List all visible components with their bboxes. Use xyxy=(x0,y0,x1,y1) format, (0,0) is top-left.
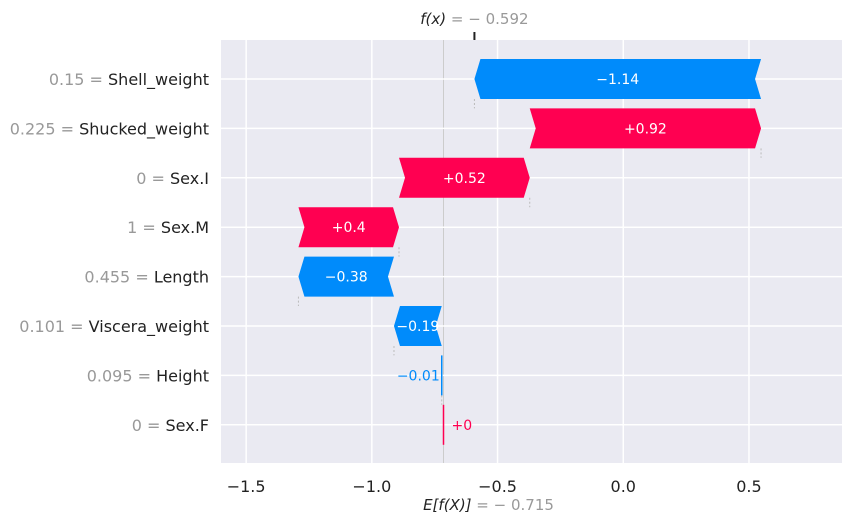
connector-layer xyxy=(297,99,762,405)
shap-value-label: −0.38 xyxy=(325,270,368,286)
shap-value-label: −0.01 xyxy=(397,368,440,384)
feature-value: 0 = xyxy=(132,416,166,435)
label-layer: −1.14 +0.92 +0.52 +0.4 −0.38 −0.19 −0.01 +0 xyxy=(325,72,667,434)
feature-value: 0.225 = xyxy=(10,119,79,138)
feature-name: Shell_weight xyxy=(108,70,209,90)
feature-name: Viscera_weight xyxy=(89,317,209,337)
feature-name: Shucked_weight xyxy=(79,119,209,139)
feature-value: 0.101 = xyxy=(19,317,88,336)
efx-annotation: E[f(X)] = − 0.715 xyxy=(423,496,554,514)
x-tick-label: 0.5 xyxy=(736,477,761,496)
x-tick-labels: −1.5 −1.0 −0.5 0.0 0.5 xyxy=(227,477,762,496)
feature-name: Height xyxy=(156,366,209,385)
shap-bar xyxy=(474,59,762,99)
feature-name: Sex.I xyxy=(170,169,209,188)
feature-name: Sex.F xyxy=(166,416,209,435)
y-tick-label: 0 = Sex.F xyxy=(132,416,209,435)
feature-value: 0.095 = xyxy=(87,366,156,385)
shap-value-label: +0.4 xyxy=(332,220,366,236)
y-tick-label: 0.15 = Shell_weight xyxy=(49,70,209,90)
efx-value-text: = − 0.715 xyxy=(472,496,554,514)
feature-value: 0 = xyxy=(136,169,170,188)
y-tick-label: 0.095 = Height xyxy=(87,366,209,385)
y-tick-label: 0.225 = Shucked_weight xyxy=(10,119,209,139)
x-tick-label: 0.0 xyxy=(611,477,636,496)
fx-label: f(x) xyxy=(420,10,446,28)
shap-value-label: +0 xyxy=(452,418,473,434)
bar-layer xyxy=(298,59,762,445)
fx-annotation: f(x) = − 0.592 xyxy=(420,10,528,28)
shap-bar xyxy=(298,256,394,297)
x-tick-label: −1.0 xyxy=(352,477,391,496)
shap-bar xyxy=(529,108,762,149)
y-tick-label: 0 = Sex.I xyxy=(136,169,209,188)
shap-bar xyxy=(298,207,400,248)
feature-value: 0.15 = xyxy=(49,70,108,89)
y-tick-labels: 0.15 = Shell_weight 0.225 = Shucked_weigh… xyxy=(10,70,209,435)
shap-bar xyxy=(399,157,530,198)
feature-name: Length xyxy=(154,268,209,287)
fx-value-text: = − 0.592 xyxy=(446,10,528,28)
shap-value-label: +0.52 xyxy=(443,171,486,187)
shap-value-label: −1.14 xyxy=(596,72,639,88)
shap-bar xyxy=(393,306,442,346)
y-tick-label: 0.455 = Length xyxy=(84,268,209,287)
feature-value: 1 = xyxy=(127,218,161,237)
x-tick-label: −1.5 xyxy=(227,477,266,496)
y-tick-label: 1 = Sex.M xyxy=(127,218,209,237)
feature-value: 0.455 = xyxy=(84,268,153,287)
x-tick-label: −0.5 xyxy=(478,477,517,496)
efx-label: E[f(X)] xyxy=(423,496,472,514)
grid-layer xyxy=(221,40,842,463)
shap-value-label: +0.92 xyxy=(624,121,667,137)
feature-name: Sex.M xyxy=(161,218,209,237)
shap-value-label: −0.19 xyxy=(396,319,439,335)
y-tick-label: 0.101 = Viscera_weight xyxy=(19,317,209,337)
